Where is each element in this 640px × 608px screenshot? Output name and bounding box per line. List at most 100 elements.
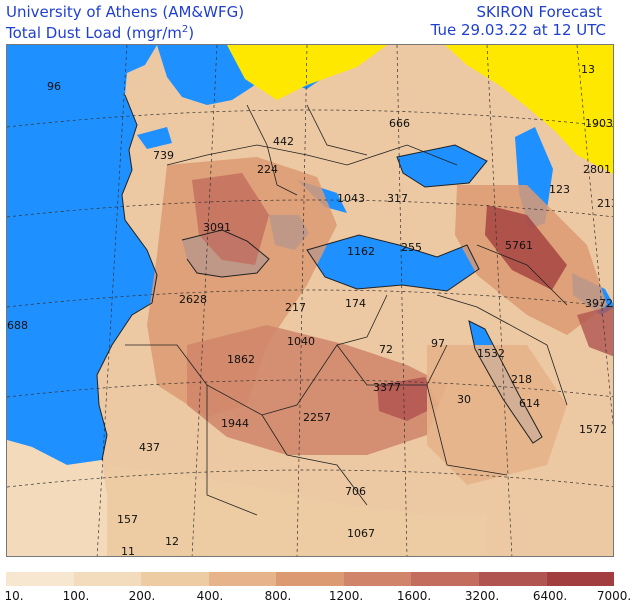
dust-shading: [7, 157, 613, 556]
graticule-line: [7, 199, 613, 218]
value-label: 1862: [227, 353, 255, 366]
value-label: 97: [431, 337, 445, 350]
dust-gulf-high: [577, 305, 613, 357]
value-label: 1944: [221, 417, 249, 430]
english-channel: [137, 127, 172, 149]
value-label: 1903: [585, 117, 613, 130]
border-line: [426, 384, 508, 476]
graticule-line: [7, 289, 613, 308]
value-label: 13: [581, 63, 595, 76]
border-line: [261, 414, 368, 506]
mediterranean-east: [307, 235, 479, 291]
legend-tick: 200.: [128, 589, 156, 603]
value-label: 174: [345, 297, 366, 310]
border-line: [476, 244, 568, 306]
dust-free-northeast: [445, 45, 613, 174]
value-label: 123: [549, 183, 570, 196]
black-sea: [397, 145, 487, 187]
value-label: 2257: [303, 411, 331, 424]
value-label: 1043: [337, 192, 365, 205]
dust-free-scandinavia: [227, 45, 387, 100]
legend-swatch: [411, 572, 479, 586]
atlantic-ocean: [7, 45, 157, 465]
variable-exponent: 2: [181, 24, 189, 35]
dust-south-light: [107, 465, 487, 556]
dust-southeast-light: [427, 345, 567, 485]
value-label: 2801: [583, 163, 611, 176]
variable-close: ): [188, 24, 195, 42]
value-label: 213: [597, 197, 614, 210]
value-label: 706: [345, 485, 366, 498]
legend-swatch: [546, 572, 615, 586]
graticule-line: [396, 45, 408, 556]
value-label: 157: [117, 513, 138, 526]
border-line: [206, 385, 258, 516]
dust-iraq-high: [485, 205, 567, 290]
border-line: [246, 104, 298, 196]
legend-tick: 1200.: [328, 589, 364, 603]
graticule: [7, 45, 613, 556]
value-label: 3972: [585, 297, 613, 310]
coastlines: [96, 94, 543, 461]
legend-tick: 400.: [196, 589, 224, 603]
value-label: 317: [387, 192, 408, 205]
value-label: 96: [47, 80, 61, 93]
border-line: [366, 294, 388, 338]
dust-load-map: 96 13 666 1903 739 442 224 2801 123 1043…: [6, 44, 614, 557]
value-label: 614: [519, 397, 540, 410]
coastline: [396, 144, 488, 188]
legend-tick: 10.: [4, 589, 24, 603]
value-label: 218: [511, 373, 532, 386]
value-label: 12: [165, 535, 179, 548]
value-label: 666: [389, 117, 410, 130]
coastline: [306, 234, 480, 292]
color-legend: [6, 572, 615, 586]
value-label: 1532: [477, 347, 505, 360]
legend-swatch: [6, 572, 74, 586]
graticule-line: [7, 109, 613, 128]
legend-swatch: [478, 572, 547, 586]
legend-tick: 7000.: [596, 589, 632, 603]
country-borders: [125, 104, 568, 516]
valid-time: Tue 29.03.22 at 12 UTC: [430, 21, 606, 39]
variable-title: Total Dust Load (mgr/m2): [6, 21, 194, 42]
legend-tick: 6400.: [532, 589, 568, 603]
legend-swatch: [276, 572, 344, 586]
legend-tick: 1600.: [396, 589, 432, 603]
graticule-line: [296, 45, 308, 556]
dust-chad-high: [377, 377, 439, 421]
value-label: 2628: [179, 293, 207, 306]
value-label: 688: [7, 319, 28, 332]
legend-swatch: [141, 572, 209, 586]
graticule-line: [486, 45, 513, 556]
institution-title: University of Athens (AM&WFG): [6, 3, 245, 21]
graticule-line: [191, 45, 218, 556]
dust-atlantic-light: [7, 440, 107, 556]
value-label: 442: [273, 135, 294, 148]
dust-sahara-core: [187, 325, 447, 455]
value-label: 1572: [579, 423, 607, 436]
value-label: 30: [457, 393, 471, 406]
graticule-line: [7, 379, 613, 398]
value-label: 1067: [347, 527, 375, 540]
value-label: 224: [257, 163, 278, 176]
legend-swatch: [73, 572, 142, 586]
value-label: 1162: [347, 245, 375, 258]
coastline: [96, 94, 158, 461]
legend-swatch: [343, 572, 412, 586]
value-label: 72: [379, 343, 393, 356]
dust-iberia-high: [192, 173, 269, 265]
legend-ticks: 10. 100. 200. 400. 800. 1200. 1600. 3200…: [0, 589, 640, 605]
value-label: 3377: [373, 381, 401, 394]
value-label: 3091: [203, 221, 231, 234]
dust-free-areas: [227, 45, 613, 174]
border-line: [166, 144, 458, 166]
value-label: 1040: [287, 335, 315, 348]
legend-swatch: [208, 572, 277, 586]
variable-label: Total Dust Load (mgr/m: [6, 24, 182, 42]
value-label: 11: [121, 545, 135, 557]
graticule-line: [96, 45, 128, 556]
graticule-line: [7, 469, 613, 488]
value-label: 217: [285, 301, 306, 314]
value-label: 5761: [505, 239, 533, 252]
